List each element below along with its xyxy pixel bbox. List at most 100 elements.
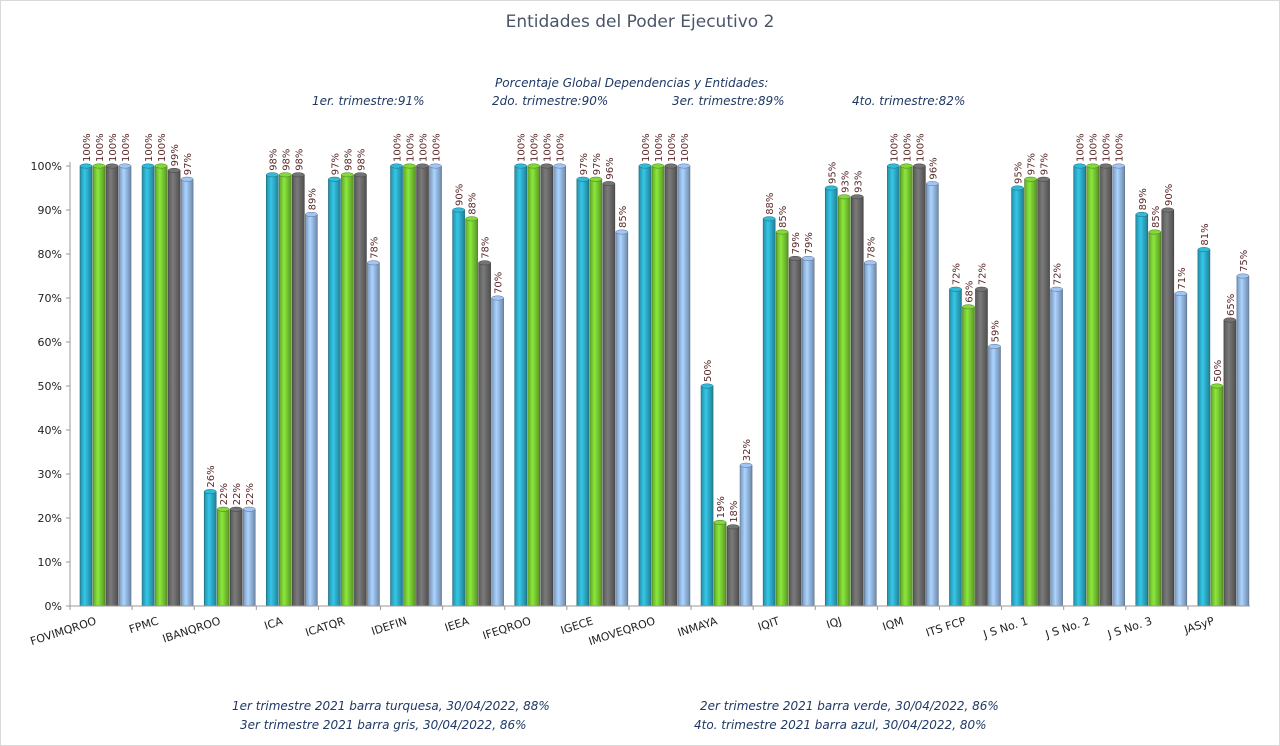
data-label: 85%: [1151, 206, 1162, 228]
bar: [216, 508, 230, 607]
bar: [1174, 293, 1188, 607]
bar-cap: [825, 185, 838, 191]
bar-cap: [1223, 317, 1237, 323]
data-label: 97%: [1040, 153, 1051, 175]
y-tick-label: 90%: [38, 204, 62, 217]
bar: [266, 174, 279, 607]
bar: [279, 174, 292, 607]
y-tick-label: 80%: [38, 248, 62, 261]
bar: [576, 178, 590, 607]
data-label: 93%: [840, 171, 851, 193]
data-label: 93%: [853, 171, 864, 193]
bar-cap: [1148, 229, 1162, 235]
global-note-q2: 2do. trimestre:90%: [492, 94, 609, 108]
bar: [105, 165, 119, 607]
data-label: 100%: [1102, 133, 1113, 162]
bar-cap: [664, 163, 678, 169]
bar: [788, 258, 802, 607]
y-tick-label: 40%: [38, 424, 62, 437]
bar: [1135, 214, 1149, 607]
data-label: 50%: [703, 360, 714, 382]
footer-note-q1: 1er trimestre 2021 barra turquesa, 30/04…: [232, 699, 550, 713]
bar-cap: [553, 163, 566, 169]
bar: [527, 165, 541, 607]
bar: [429, 165, 442, 607]
bar-series: [79, 163, 1250, 607]
bar-cap: [700, 383, 714, 389]
data-label: 97%: [183, 153, 194, 175]
x-tick-label: IFEQROO: [481, 614, 533, 642]
data-label: 100%: [157, 133, 168, 162]
bar: [801, 258, 815, 607]
bar: [638, 165, 652, 607]
bar-cap: [864, 260, 877, 266]
bar-cap: [540, 163, 553, 169]
bar: [328, 178, 341, 607]
data-label: 100%: [406, 133, 417, 162]
bar: [739, 464, 753, 607]
data-label: 100%: [543, 133, 554, 162]
data-label: 100%: [419, 133, 430, 162]
bar: [824, 187, 838, 607]
global-note-heading: Porcentaje Global Dependencias y Entidad…: [495, 76, 769, 90]
data-label: 100%: [641, 133, 652, 162]
bar-cap: [801, 255, 815, 261]
bar-cap: [154, 163, 168, 169]
data-label: 50%: [1213, 360, 1224, 382]
bar: [92, 165, 106, 607]
data-label: 100%: [1115, 133, 1126, 162]
bar-cap: [975, 286, 988, 292]
data-label: 22%: [245, 483, 256, 505]
bar: [988, 346, 1001, 607]
bar-cap: [576, 176, 590, 182]
bar: [540, 165, 554, 607]
bar-cap: [1135, 211, 1149, 217]
bar-cap: [913, 163, 926, 169]
footer-note-q3: 3er trimestre 2021 barra gris, 30/04/202…: [240, 718, 527, 732]
bar-cap: [1073, 163, 1086, 169]
bar: [1210, 385, 1224, 607]
data-label: 100%: [889, 133, 900, 162]
data-label: 75%: [1239, 250, 1250, 272]
bar-cap: [589, 176, 603, 182]
bar: [913, 165, 926, 607]
x-tick-label: FOVIMQROO: [29, 614, 99, 648]
data-label: 100%: [517, 133, 528, 162]
bar-cap: [1112, 163, 1125, 169]
bar-cap: [416, 163, 429, 169]
bar-cap: [79, 163, 93, 169]
x-tick-label: J S No. 2: [1043, 614, 1092, 641]
footer-note-q2: 2er trimestre 2021 barra verde, 30/04/20…: [700, 699, 999, 713]
bar: [403, 165, 416, 607]
data-label: 22%: [232, 483, 243, 505]
bar: [1223, 319, 1237, 607]
data-label: 71%: [1177, 267, 1188, 289]
bar-cap: [962, 304, 975, 310]
bar: [589, 178, 603, 607]
x-tick-label: IBANQROO: [161, 614, 223, 645]
data-label: 79%: [791, 232, 802, 254]
bar: [949, 288, 962, 607]
bar-cap: [615, 229, 629, 235]
chart-title: Entidades del Poder Ejecutivo 2: [505, 12, 775, 32]
data-label: 72%: [951, 263, 962, 285]
bar: [1073, 165, 1086, 607]
x-tick-label: J S No. 1: [981, 614, 1030, 641]
bar-cap: [216, 506, 230, 512]
y-tick-label: 30%: [38, 468, 62, 481]
x-tick-label: IDEFIN: [370, 614, 409, 638]
bar-cap: [887, 163, 900, 169]
x-tick-label: INMAYA: [676, 614, 719, 639]
x-axis: FOVIMQROO FPMC IBANQROO ICA ICATQR IDEFIN IEEA…: [29, 605, 1250, 648]
y-tick-label: 60%: [38, 336, 62, 349]
bar-cap: [1011, 185, 1024, 191]
data-label: 96%: [605, 157, 616, 179]
bar-cap: [118, 163, 132, 169]
bar-cap: [651, 163, 665, 169]
bar: [615, 231, 629, 607]
bar: [975, 288, 988, 607]
data-label: 100%: [121, 133, 132, 162]
bar: [180, 178, 194, 607]
bar: [416, 165, 429, 607]
data-label: 72%: [1053, 263, 1064, 285]
